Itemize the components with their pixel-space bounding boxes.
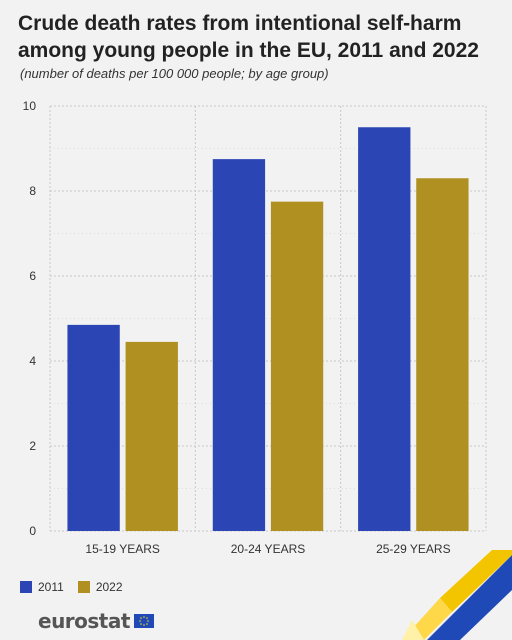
eu-flag-icon: [133, 614, 154, 628]
legend-label-2011: 2011: [38, 580, 64, 594]
legend-swatch-2011: [20, 581, 32, 593]
y-tick-label: 2: [29, 439, 36, 453]
y-tick-label: 6: [29, 269, 36, 283]
y-tick-label: 10: [23, 99, 37, 113]
chart-subtitle: (number of deaths per 100 000 people; by…: [20, 66, 329, 81]
y-tick-label: 4: [29, 354, 36, 368]
y-tick-label: 8: [29, 184, 36, 198]
y-tick-label: 0: [29, 524, 36, 538]
legend-item-2011: 2011: [20, 580, 64, 594]
legend-label-2022: 2022: [95, 580, 123, 594]
x-tick-label: 20-24 YEARS: [231, 542, 306, 556]
bar-2011: [358, 127, 411, 531]
bar-2022: [270, 201, 324, 531]
chart-title: Crude death rates from intentional self-…: [18, 12, 479, 62]
x-tick-label: 15-19 YEARS: [85, 542, 160, 556]
x-tick-label: 25-29 YEARS: [376, 542, 451, 556]
bar-chart: 0 2 4 6 8 10 15-19 YEARS 20-24 YEARS 25-29 YEARS: [23, 99, 487, 556]
bar-2022: [416, 178, 469, 531]
eurostat-logo: eurostat: [38, 609, 154, 633]
bar-2022: [125, 341, 178, 531]
legend-swatch-2022: [77, 581, 90, 593]
bar-2011: [212, 159, 266, 531]
logo-text: eurostat: [38, 609, 130, 633]
legend: 2011 2022: [20, 580, 123, 594]
legend-item-2022: 2022: [77, 580, 123, 594]
bar-2011: [67, 324, 120, 531]
corner-decoration: [402, 550, 512, 640]
